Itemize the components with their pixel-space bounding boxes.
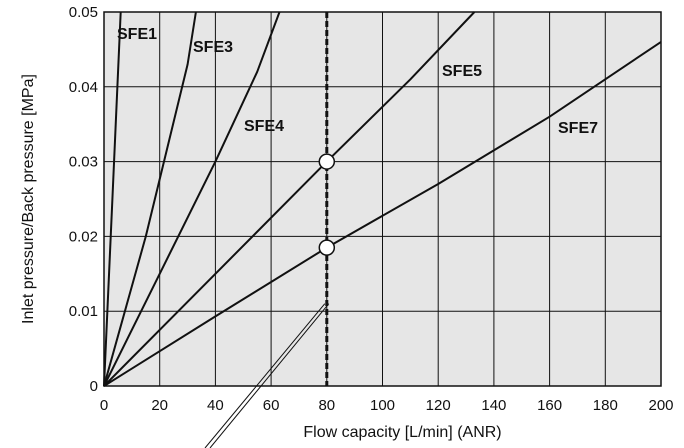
y-tick-label: 0.03: [69, 154, 98, 171]
series-label-sfe7: SFE7: [558, 120, 598, 137]
series-line-sfe1: [103, 11, 122, 387]
x-tick-label: 200: [648, 397, 673, 414]
x-tick-label: 0: [100, 397, 108, 414]
x-tick-label: 120: [426, 397, 451, 414]
series-label-sfe5: SFE5: [442, 63, 482, 80]
y-tick-label: 0: [90, 378, 98, 395]
series-line-sfe7: [103, 41, 662, 387]
x-tick-label: 60: [263, 397, 280, 414]
x-tick-label: 100: [370, 397, 395, 414]
series-label-sfe4: SFE4: [244, 118, 284, 135]
y-tick-label: 0.04: [69, 79, 98, 96]
y-axis-label: Inlet pressure/Back pressure [MPa]: [20, 74, 37, 324]
y-tick-label: 0.05: [69, 4, 98, 21]
series-label-sfe1: SFE1: [117, 26, 157, 43]
intersection-marker-sfe5: [318, 153, 336, 170]
series-label-sfe3: SFE3: [193, 39, 233, 56]
callout-line-right: [209, 303, 330, 448]
x-tick-label: 180: [593, 397, 618, 414]
x-tick-label: 40: [207, 397, 224, 414]
x-tick-label: 80: [318, 397, 335, 414]
series-line-sfe3: [103, 11, 197, 387]
x-tick-label: 140: [481, 397, 506, 414]
callout-line-left: [204, 303, 326, 448]
y-tick-label: 0.02: [69, 228, 98, 245]
x-tick-label: 20: [151, 397, 168, 414]
series-line-sfe4: [103, 11, 281, 387]
x-axis-label: Flow capacity [L/min] (ANR): [303, 424, 501, 441]
intersection-marker-sfe7: [318, 239, 336, 256]
y-tick-label: 0.01: [69, 303, 98, 320]
x-tick-label: 160: [537, 397, 562, 414]
